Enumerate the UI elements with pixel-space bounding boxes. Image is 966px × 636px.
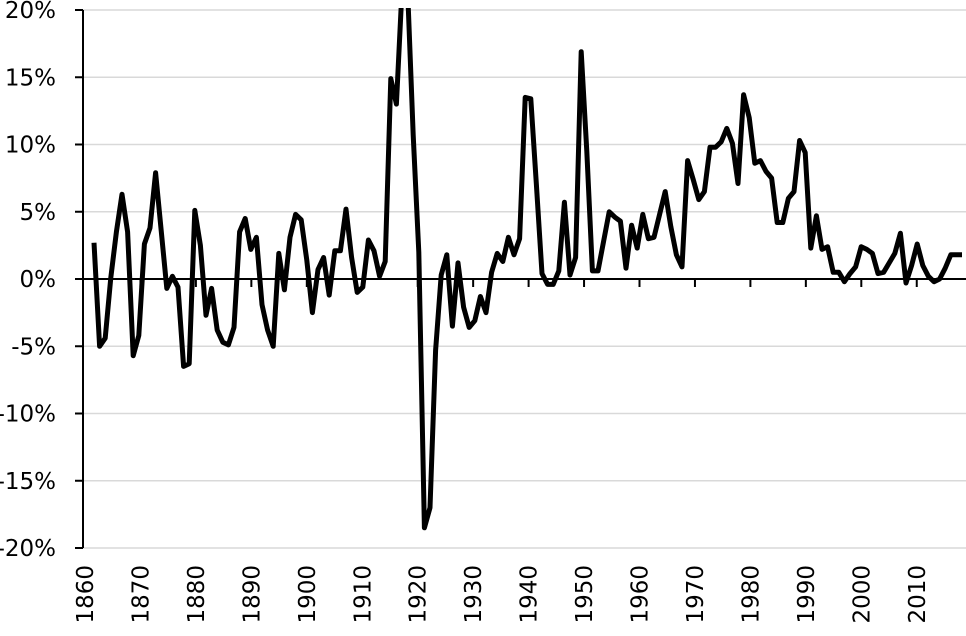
x-tick-label: 2010 — [905, 565, 931, 624]
x-axis-ticks — [139, 279, 918, 287]
x-tick-label: 1890 — [239, 565, 265, 624]
x-tick-label: 1940 — [517, 565, 543, 624]
y-tick-label: 5% — [20, 200, 57, 226]
x-tick-label: 1860 — [73, 565, 99, 624]
x-tick-label: 1960 — [628, 565, 654, 624]
x-tick-label: 1900 — [295, 565, 321, 624]
y-tick-label: -20% — [0, 536, 56, 562]
x-tick-label: 1980 — [738, 565, 764, 624]
y-axis-ticks — [75, 9, 83, 549]
x-tick-label: 1920 — [406, 565, 432, 624]
x-tick-label: 1880 — [184, 565, 210, 624]
x-tick-label: 1950 — [572, 565, 598, 624]
x-tick-label: 1930 — [461, 565, 487, 624]
y-tick-label: -5% — [11, 334, 56, 360]
y-tick-label: 20% — [5, 0, 56, 24]
y-axis-labels: 20% 15% 10% 5% 0% -5% -10% -15% -20% — [0, 0, 56, 562]
y-tick-label: -10% — [0, 402, 56, 428]
y-tick-label: 15% — [5, 65, 56, 91]
x-axis-labels: 1860 1870 1880 1890 1900 1910 1920 1930 1940 1950… — [73, 565, 931, 624]
x-tick-label: 2000 — [849, 565, 875, 624]
y-tick-label: -15% — [0, 469, 56, 495]
x-tick-label: 1990 — [794, 565, 820, 624]
y-tick-label: 0% — [20, 267, 57, 293]
y-tick-label: 10% — [5, 133, 56, 159]
data-series-line — [91, 8, 962, 531]
x-tick-label: 1970 — [683, 565, 709, 624]
x-tick-label: 1870 — [128, 565, 154, 624]
x-tick-label: 1910 — [350, 565, 376, 624]
